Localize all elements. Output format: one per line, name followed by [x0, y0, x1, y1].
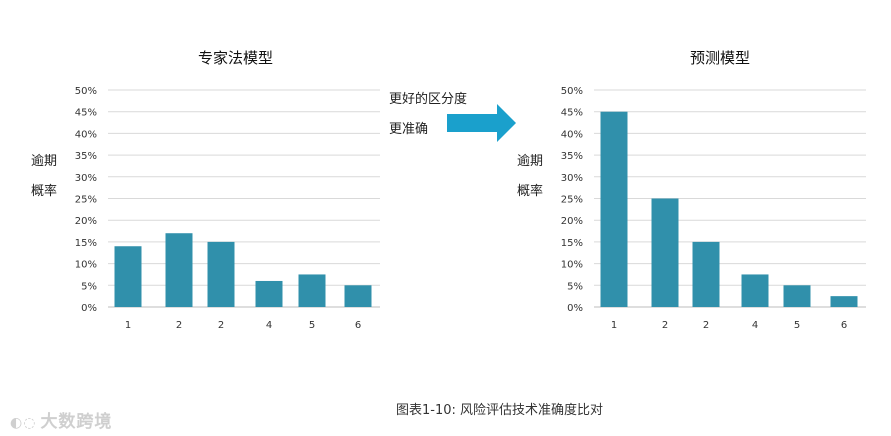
- left-ylabel-line2: 概率: [31, 184, 58, 199]
- watermark-glyph-icon: ◐◌: [10, 415, 37, 431]
- left-bar-1: [114, 246, 142, 307]
- left-bar-5: [298, 274, 326, 307]
- right-ytick-label: 10%: [561, 260, 583, 271]
- annotation-better-separation: 更好的区分度: [389, 92, 468, 107]
- right-bar-1: [600, 111, 628, 307]
- left-ytick-label: 30%: [75, 173, 97, 184]
- right-ytick-label: 45%: [561, 108, 583, 119]
- right-xtick-label: 6: [841, 320, 847, 331]
- left-bar-3: [207, 241, 235, 307]
- left-bar-6: [344, 285, 372, 307]
- left-bar-2: [165, 233, 193, 307]
- right-ytick-label: 25%: [561, 195, 583, 206]
- left-ytick-label: 15%: [75, 238, 97, 249]
- watermark-logo: ◐◌ 大数跨境: [10, 407, 112, 432]
- right-xtick-label: 4: [752, 320, 758, 331]
- right-ytick-label: 20%: [561, 216, 583, 227]
- right-bar-4: [741, 274, 769, 307]
- watermark-text: 大数跨境: [40, 412, 113, 432]
- left-ytick-label: 0%: [81, 303, 97, 314]
- annotation-more-accurate: 更准确: [389, 122, 429, 137]
- right-bar-3: [692, 241, 720, 307]
- right-ytick-label: 0%: [567, 303, 583, 314]
- right-ytick-label: 35%: [561, 151, 583, 162]
- right-ylabel-line1: 逾期: [517, 154, 544, 169]
- left-xtick-label: 1: [125, 320, 131, 331]
- left-ytick-label: 35%: [75, 151, 97, 162]
- left-ytick-label: 25%: [75, 195, 97, 206]
- left-bar-4: [255, 280, 283, 307]
- left-chart-title: 专家法模型: [198, 49, 274, 67]
- right-ytick-label: 40%: [561, 129, 583, 140]
- left-xtick-label: 2: [218, 320, 224, 331]
- right-ylabel-line2: 概率: [517, 184, 544, 199]
- right-xtick-label: 5: [794, 320, 800, 331]
- left-xtick-label: 6: [355, 320, 361, 331]
- right-ytick-label: 30%: [561, 173, 583, 184]
- left-ytick-label: 5%: [81, 281, 97, 292]
- left-ytick-label: 50%: [75, 86, 97, 97]
- left-ytick-label: 20%: [75, 216, 97, 227]
- right-ytick-label: 15%: [561, 238, 583, 249]
- left-xtick-label: 4: [266, 320, 272, 331]
- right-xtick-label: 2: [703, 320, 709, 331]
- right-xtick-label: 2: [662, 320, 668, 331]
- left-ytick-label: 10%: [75, 260, 97, 271]
- right-bar-6: [830, 296, 858, 307]
- left-xtick-label: 2: [176, 320, 182, 331]
- right-chart-title: 预测模型: [690, 49, 751, 67]
- left-ytick-label: 40%: [75, 129, 97, 140]
- left-ytick-label: 45%: [75, 108, 97, 119]
- left-xtick-label: 5: [309, 320, 315, 331]
- figure-caption: 图表1-10: 风险评估技术准确度比对: [396, 403, 604, 418]
- right-xtick-label: 1: [611, 320, 617, 331]
- left-ylabel-line1: 逾期: [31, 154, 58, 169]
- right-bar-2: [651, 198, 679, 307]
- right-arrow-icon: [447, 104, 516, 142]
- right-ytick-label: 50%: [561, 86, 583, 97]
- right-bar-5: [783, 285, 811, 307]
- right-ytick-label: 5%: [567, 281, 583, 292]
